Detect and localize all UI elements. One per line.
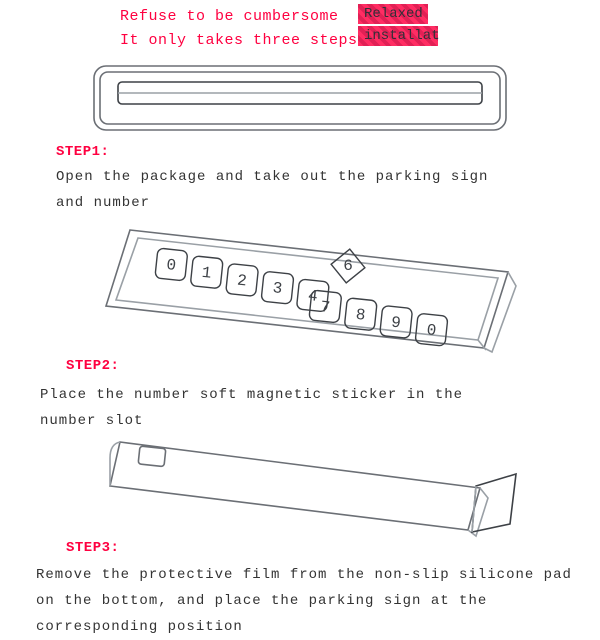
d-r1-2: 2 — [236, 272, 247, 291]
d-mid: 6 — [343, 257, 353, 275]
step1-label: STEP1: — [56, 144, 109, 160]
step1-body: Open the package and take out the parkin… — [56, 164, 526, 216]
d-r1-1: 1 — [201, 264, 212, 283]
badge-line1: Relaxed — [358, 4, 428, 24]
d-r2-3: 0 — [426, 321, 437, 340]
badge-line2: installat — [358, 26, 438, 46]
d-r1-3: 3 — [272, 279, 283, 298]
step3-body: Remove the protective film from the non-… — [36, 562, 596, 640]
step2-label: STEP2: — [66, 358, 119, 374]
step2-body: Place the number soft magnetic sticker i… — [40, 382, 470, 434]
d-r2-1: 8 — [355, 306, 366, 325]
step3-illustration — [80, 428, 520, 548]
d-r1-0: 0 — [166, 256, 177, 275]
d-r2-0: 7 — [320, 298, 331, 317]
step3-label: STEP3: — [66, 540, 119, 556]
step2-illustration: 0 1 2 3 4 6 7 8 9 0 — [80, 220, 520, 360]
d-r2-2: 9 — [390, 314, 401, 333]
headline-1: Refuse to be cumbersome — [120, 8, 339, 25]
d-r1-4: 4 — [307, 287, 318, 306]
headline-2: It only takes three steps — [120, 32, 358, 49]
step1-illustration — [90, 58, 510, 138]
